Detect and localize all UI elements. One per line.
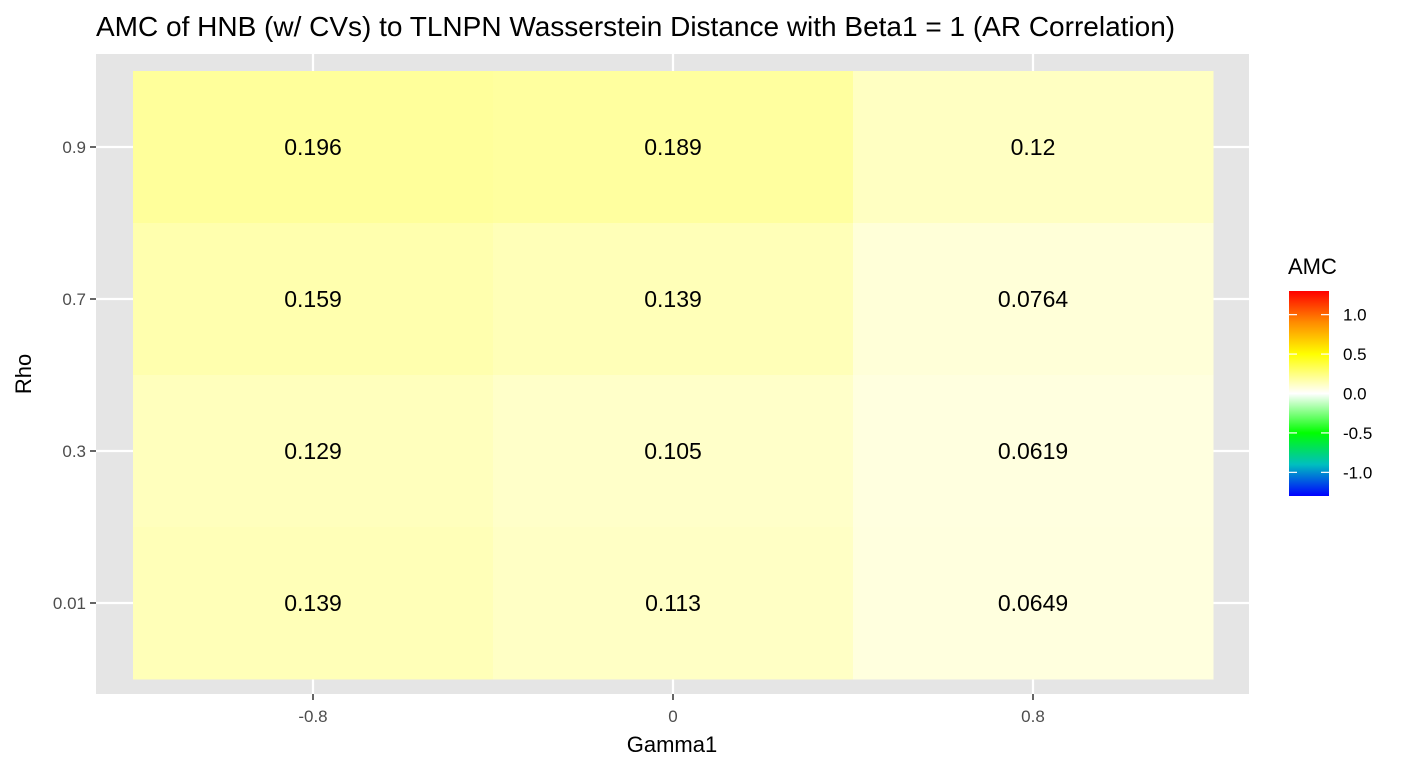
heatmap-cell xyxy=(493,71,854,224)
cell-value-label: 0.189 xyxy=(644,134,702,160)
x-axis: -0.8 0 0.8 xyxy=(298,694,1045,726)
cell-value-label: 0.129 xyxy=(284,438,342,464)
y-tick-label: 0.7 xyxy=(62,290,86,309)
y-axis-title: Rho xyxy=(11,354,36,394)
y-tick-label: 0.3 xyxy=(62,442,86,461)
cell-value-label: 0.0764 xyxy=(998,286,1069,312)
heatmap-cell xyxy=(133,375,494,528)
cell-value-label: 0.159 xyxy=(284,286,342,312)
heatmap-cell xyxy=(853,223,1214,376)
x-axis-title: Gamma1 xyxy=(627,732,717,757)
cell-value-label: 0.139 xyxy=(644,286,702,312)
y-tick-label: 0.9 xyxy=(62,138,86,157)
cell-value-label: 0.113 xyxy=(645,590,701,616)
legend-tick-label: -1.0 xyxy=(1343,463,1372,482)
x-tick-label: 0 xyxy=(668,707,677,726)
heatmap-cell xyxy=(853,527,1214,680)
legend-tick-label: 0.5 xyxy=(1343,345,1367,364)
legend-tick-label: -0.5 xyxy=(1343,424,1372,443)
heatmap-cell xyxy=(493,375,854,528)
heatmap-cell xyxy=(853,71,1214,224)
heatmap-cells xyxy=(133,71,1214,680)
x-tick-label: -0.8 xyxy=(298,707,327,726)
legend-title: AMC xyxy=(1288,254,1337,279)
cell-value-label: 0.0649 xyxy=(998,590,1068,616)
y-tick-label: 0.01 xyxy=(53,594,86,613)
heatmap-cell xyxy=(133,527,494,680)
cell-value-labels: 0.196 0.189 0.12 0.159 0.139 0.0764 0.129 0.105… xyxy=(284,134,1068,616)
cell-value-label: 0.139 xyxy=(284,590,342,616)
heatmap-cell xyxy=(493,527,854,680)
heatmap-cell xyxy=(853,375,1214,528)
heatmap-cell xyxy=(133,71,494,224)
cell-value-label: 0.12 xyxy=(1011,134,1056,160)
y-axis: 0.01 0.3 0.7 0.9 xyxy=(53,138,96,613)
cell-value-label: 0.196 xyxy=(284,134,342,160)
x-tick-label: 0.8 xyxy=(1021,707,1045,726)
color-legend: AMC 1.0 0.5 0.0 -0.5 -1.0 xyxy=(1288,254,1372,496)
legend-tick-label: 0.0 xyxy=(1343,385,1367,404)
heatmap-cell xyxy=(133,223,494,376)
cell-value-label: 0.105 xyxy=(644,438,702,464)
legend-tick-label: 1.0 xyxy=(1343,306,1367,325)
chart-title: AMC of HNB (w/ CVs) to TLNPN Wasserstein… xyxy=(96,11,1175,42)
heatmap-cell xyxy=(493,223,854,376)
cell-value-label: 0.0619 xyxy=(998,438,1068,464)
